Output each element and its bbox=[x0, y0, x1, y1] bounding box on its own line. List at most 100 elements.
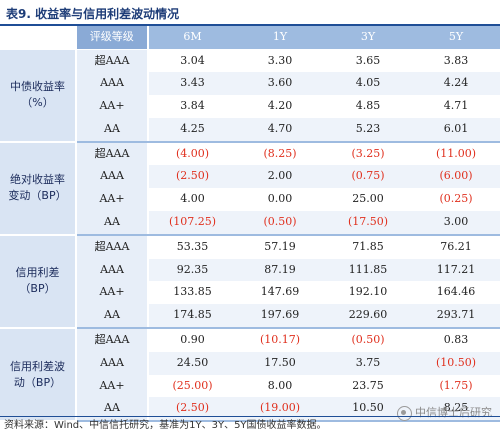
value-cell: 4.00 bbox=[148, 188, 236, 212]
grade-cell: AA bbox=[76, 304, 149, 330]
grade-cell: 超AAA bbox=[76, 141, 149, 166]
grade-column-header: 评级等级 bbox=[76, 26, 149, 50]
value-cell: 76.21 bbox=[412, 234, 500, 259]
grade-cell: 超AAA bbox=[76, 328, 149, 352]
value-cell: (3.25) bbox=[324, 141, 412, 166]
table-row: AA+ (25.00) 8.00 23.75 (1.75) bbox=[0, 374, 500, 398]
value-cell: 3.84 bbox=[148, 95, 236, 118]
value-cell: (17.50) bbox=[324, 211, 412, 236]
value-cell: 3.65 bbox=[324, 49, 412, 73]
grade-cell: AAA bbox=[76, 72, 149, 96]
value-cell: (19.00) bbox=[236, 397, 324, 423]
value-cell: 111.85 bbox=[324, 258, 412, 282]
value-cell: 174.85 bbox=[148, 304, 236, 330]
value-cell: (25.00) bbox=[148, 374, 236, 398]
value-cell: (4.00) bbox=[148, 141, 236, 166]
watermark-text: 中信博士后研究 bbox=[415, 406, 492, 419]
value-cell: 133.85 bbox=[148, 281, 236, 305]
grade-cell: AA+ bbox=[76, 281, 149, 305]
header-row: 评级等级 6M 1Y 3Y 5Y bbox=[0, 26, 500, 50]
table-row: AAA 92.35 87.19 111.85 117.21 bbox=[0, 258, 500, 282]
value-cell: 147.69 bbox=[236, 281, 324, 305]
grade-cell: 超AAA bbox=[76, 234, 149, 259]
value-cell: 4.85 bbox=[324, 95, 412, 118]
value-cell: 4.24 bbox=[412, 72, 500, 96]
value-cell: 3.83 bbox=[412, 49, 500, 73]
grade-cell: AA+ bbox=[76, 188, 149, 212]
table-title: 表9. 收益率与信用利差波动情况 bbox=[6, 7, 180, 21]
column-header-5y: 5Y bbox=[412, 26, 500, 50]
value-cell: 3.04 bbox=[148, 49, 236, 73]
table-row: AAA 3.43 3.60 4.05 4.24 bbox=[0, 72, 500, 96]
value-cell: 5.23 bbox=[324, 117, 412, 143]
column-header-3y: 3Y bbox=[324, 26, 412, 50]
table-row: 信用利差波 动（BP） 超AAA 0.90 (10.17) (0.50) 0.83 bbox=[0, 328, 500, 423]
grade-cell: AAA bbox=[76, 351, 149, 375]
value-cell: 0.83 bbox=[412, 328, 500, 352]
column-header-6m: 6M bbox=[148, 26, 236, 50]
grade-cell: AA bbox=[76, 211, 149, 236]
grade-cell: AA+ bbox=[76, 95, 149, 118]
value-cell: 4.05 bbox=[324, 72, 412, 96]
table-row: AAA 24.50 17.50 3.75 (10.50) bbox=[0, 351, 500, 375]
title-rule bbox=[0, 24, 500, 26]
value-cell: (6.00) bbox=[412, 165, 500, 189]
value-cell: 4.70 bbox=[236, 117, 324, 143]
value-cell: 8.00 bbox=[236, 374, 324, 398]
value-cell: 17.50 bbox=[236, 351, 324, 375]
source-note: 资料来源：Wind、中信信托研究，基准为1Y、3Y、5Y国债收益率数据。 bbox=[4, 420, 327, 431]
table-row: 信用利差 （BP） 超AAA 53.35 57.19 71.85 76.21 bbox=[0, 234, 500, 330]
source-rule bbox=[0, 416, 500, 417]
grade-cell: 超AAA bbox=[76, 49, 149, 73]
value-cell: (107.25) bbox=[148, 211, 236, 236]
value-cell: 23.75 bbox=[324, 374, 412, 398]
value-cell: (10.50) bbox=[412, 351, 500, 375]
table-row: AA+ 4.00 0.00 25.00 (0.25) bbox=[0, 188, 500, 212]
value-cell: 3.60 bbox=[236, 72, 324, 96]
yield-spread-table: 评级等级 6M 1Y 3Y 5Y 中债收益率 （%） 超AAA 3.04 3.30 3.6… bbox=[0, 26, 500, 423]
value-cell: 57.19 bbox=[236, 234, 324, 259]
value-cell: 92.35 bbox=[148, 258, 236, 282]
table-row: AAA (2.50) 2.00 (0.75) (6.00) bbox=[0, 165, 500, 189]
value-cell: 3.00 bbox=[412, 211, 500, 236]
value-cell: 0.90 bbox=[148, 328, 236, 352]
watermark: 中信博士后研究 bbox=[397, 404, 492, 422]
value-cell: 71.85 bbox=[324, 234, 412, 259]
value-cell: 8.25 bbox=[412, 397, 500, 423]
value-cell: 3.30 bbox=[236, 49, 324, 73]
value-cell: 6.01 bbox=[412, 117, 500, 143]
value-cell: 25.00 bbox=[324, 188, 412, 212]
table-row: AA (2.50) (19.00) 10.50 8.25 bbox=[0, 397, 500, 423]
value-cell: (0.50) bbox=[324, 328, 412, 352]
table-row: AA 174.85 197.69 229.60 293.71 bbox=[0, 304, 500, 330]
value-cell: 293.71 bbox=[412, 304, 500, 330]
grade-cell: AA bbox=[76, 397, 149, 423]
grade-cell: AAA bbox=[76, 165, 149, 189]
value-cell: 3.75 bbox=[324, 351, 412, 375]
value-cell: 164.46 bbox=[412, 281, 500, 305]
value-cell: (1.75) bbox=[412, 374, 500, 398]
wechat-icon bbox=[397, 405, 412, 421]
table-row: 中债收益率 （%） 超AAA 3.04 3.30 3.65 3.83 bbox=[0, 49, 500, 143]
grade-cell: AA+ bbox=[76, 374, 149, 398]
value-cell: 3.43 bbox=[148, 72, 236, 96]
group-label: 信用利差波 动（BP） bbox=[0, 328, 77, 423]
value-cell: 4.25 bbox=[148, 117, 236, 143]
table-body: 中债收益率 （%） 超AAA 3.04 3.30 3.65 3.83 AAA 3.43 3.60 4… bbox=[0, 49, 500, 423]
table-row: AA (107.25) (0.50) (17.50) 3.00 bbox=[0, 211, 500, 236]
value-cell: (10.17) bbox=[236, 328, 324, 352]
value-cell: 229.60 bbox=[324, 304, 412, 330]
value-cell: 197.69 bbox=[236, 304, 324, 330]
table-row: AA+ 3.84 4.20 4.85 4.71 bbox=[0, 95, 500, 118]
table-row: AA 4.25 4.70 5.23 6.01 bbox=[0, 117, 500, 143]
value-cell: (0.50) bbox=[236, 211, 324, 236]
value-cell: 2.00 bbox=[236, 165, 324, 189]
value-cell: 87.19 bbox=[236, 258, 324, 282]
grade-cell: AAA bbox=[76, 258, 149, 282]
group-label: 信用利差 （BP） bbox=[0, 234, 77, 330]
grade-cell: AA bbox=[76, 117, 149, 143]
value-cell: 24.50 bbox=[148, 351, 236, 375]
value-cell: 192.10 bbox=[324, 281, 412, 305]
value-cell: (2.50) bbox=[148, 397, 236, 423]
value-cell: (0.25) bbox=[412, 188, 500, 212]
